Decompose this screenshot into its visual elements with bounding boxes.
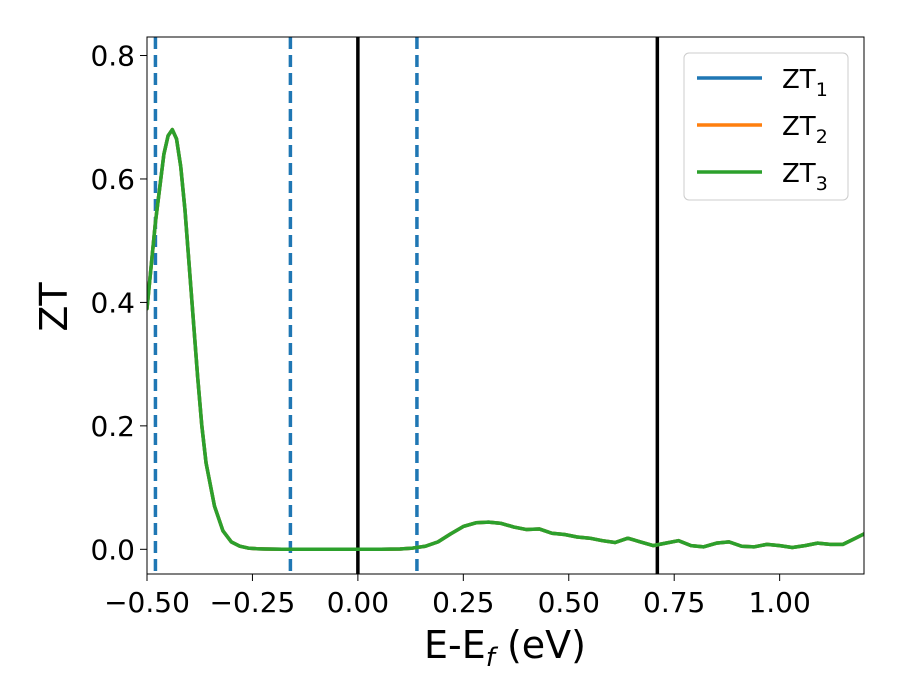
x-tick-label: 0.75 xyxy=(643,586,705,619)
x-tick-label: −0.50 xyxy=(104,586,190,619)
x-tick-label: −0.25 xyxy=(210,586,296,619)
y-tick-label: 0.8 xyxy=(90,40,135,73)
y-tick-label: 0.4 xyxy=(90,286,135,319)
x-tick-label: 0.50 xyxy=(538,586,600,619)
y-tick-label: 0.0 xyxy=(90,533,135,566)
x-axis-title-unit: (eV) xyxy=(495,623,586,667)
legend-box xyxy=(683,52,849,201)
y-axis-title: ZT xyxy=(32,282,76,332)
series-lines xyxy=(147,127,864,552)
y-tick-label: 0.6 xyxy=(90,163,135,196)
x-axis-title: E-Ef (eV) xyxy=(424,623,586,673)
y-tick-label: 0.2 xyxy=(90,410,135,443)
reference-lines xyxy=(153,37,660,574)
plot-area-frame xyxy=(146,36,865,575)
y-axis-ticks: 0.0 0.2 0.4 0.6 0.8 xyxy=(90,40,147,566)
x-tick-label: 0.25 xyxy=(432,586,494,619)
x-axis-ticks: −0.50 −0.25 0.00 0.25 0.50 0.75 1.00 xyxy=(104,574,811,619)
series-line-zt3 xyxy=(147,127,864,552)
x-tick-label: 0.00 xyxy=(327,586,389,619)
x-tick-label: 1.00 xyxy=(748,586,810,619)
